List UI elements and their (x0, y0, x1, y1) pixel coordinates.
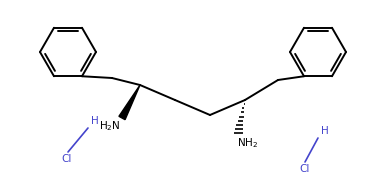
Polygon shape (119, 85, 140, 120)
Text: H$_2$N: H$_2$N (99, 119, 121, 133)
Text: Cl: Cl (62, 154, 72, 164)
Text: Cl: Cl (300, 164, 310, 174)
Text: H: H (91, 116, 99, 126)
Text: NH$_2$: NH$_2$ (238, 136, 259, 150)
Text: H: H (321, 126, 329, 136)
